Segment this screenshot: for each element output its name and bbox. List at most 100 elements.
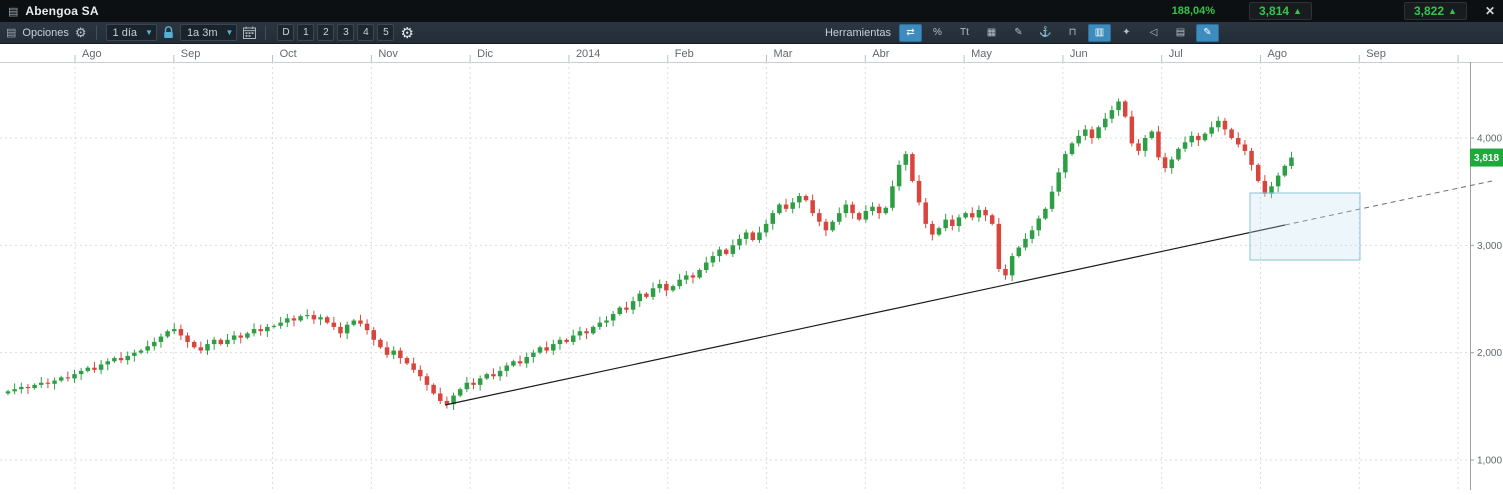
candle xyxy=(1083,129,1088,136)
candle xyxy=(225,339,230,345)
options-gear-icon[interactable]: ⚙ xyxy=(74,24,87,40)
candle xyxy=(557,339,563,345)
options-button[interactable]: Opciones xyxy=(22,26,69,39)
month-label: Dic xyxy=(477,48,493,60)
last-price-tag xyxy=(1470,148,1503,167)
candle xyxy=(644,293,649,297)
candle xyxy=(989,215,995,224)
layout-button-1[interactable]: 1 xyxy=(297,24,315,41)
month-label: Ago xyxy=(1267,48,1287,60)
candle xyxy=(950,219,955,227)
candle xyxy=(305,315,310,317)
candle xyxy=(943,219,948,229)
candle xyxy=(604,320,609,323)
candle xyxy=(65,377,71,379)
candle xyxy=(936,228,942,235)
candle xyxy=(670,286,676,291)
candle xyxy=(1076,135,1081,144)
candle xyxy=(1103,118,1108,128)
candle xyxy=(1182,142,1188,149)
candle xyxy=(856,213,862,220)
eraser-icon[interactable]: ◁ xyxy=(1149,27,1158,38)
month-label: Oct xyxy=(280,48,297,60)
price-panel: 188,04% 3,814 ▲ 3,822 ▲ ✕ xyxy=(1172,2,1495,20)
candle xyxy=(571,335,576,342)
candle xyxy=(544,347,549,351)
y-axis-tick-label: 3,000 xyxy=(1477,241,1502,252)
percent-icon[interactable]: % xyxy=(933,27,942,38)
candle xyxy=(457,389,463,396)
toggle-panel-icon[interactable]: ⇄ xyxy=(899,23,922,42)
candle xyxy=(730,245,736,254)
candle xyxy=(903,154,908,165)
panel-list-icon[interactable]: ▤ xyxy=(6,27,17,39)
candle xyxy=(910,154,915,181)
y-axis-tick-label: 4,000 xyxy=(1477,134,1502,145)
layout-button-3[interactable]: 3 xyxy=(337,24,355,41)
layout-button-4[interactable]: 4 xyxy=(357,24,375,41)
calendar-icon[interactable] xyxy=(243,26,257,39)
candle xyxy=(790,202,795,209)
candle xyxy=(1142,138,1148,151)
draw-tool-icon[interactable]: ✎ xyxy=(1014,27,1023,38)
layout-button-2[interactable]: 2 xyxy=(317,24,335,41)
month-label: Jun xyxy=(1070,48,1088,60)
candle xyxy=(178,329,184,336)
highlight-box[interactable] xyxy=(1249,192,1361,261)
candle xyxy=(484,374,490,379)
candle xyxy=(963,213,968,218)
wand-icon[interactable]: ✦ xyxy=(1122,27,1131,38)
trendline xyxy=(444,224,1286,406)
change-percent: 188,04% xyxy=(1171,5,1216,17)
grid-icon[interactable]: ▦ xyxy=(986,27,997,38)
candle xyxy=(185,335,190,342)
candle xyxy=(1089,129,1095,139)
anchor-icon[interactable]: ⚓ xyxy=(1039,27,1052,38)
close-icon[interactable]: ✕ xyxy=(1484,4,1495,18)
candle xyxy=(491,374,496,377)
candle xyxy=(1209,127,1214,134)
interval-dropdown[interactable]: 1 día ▼ xyxy=(105,24,157,41)
candle xyxy=(245,333,250,338)
month-label: Sep xyxy=(1366,48,1386,60)
candle xyxy=(896,164,902,187)
candle xyxy=(19,387,24,390)
annotate-icon[interactable]: ✎ xyxy=(1196,23,1219,42)
candle xyxy=(590,326,596,334)
chart-area: Ago Sep Oct Nov Dic 2014 Feb Mar Abr May Jun Jul Ago… xyxy=(0,44,1503,490)
month-label: Feb xyxy=(675,48,694,60)
candle xyxy=(870,206,875,211)
sell-price-button[interactable]: 3,814 ▲ xyxy=(1249,2,1312,20)
candle xyxy=(650,288,656,297)
candle xyxy=(690,275,696,278)
candle xyxy=(112,358,117,362)
month-label: Sep xyxy=(181,48,201,60)
chart-style-icon[interactable]: ▥ xyxy=(1088,23,1111,42)
window-icon[interactable]: ▤ xyxy=(8,5,19,18)
candle xyxy=(850,204,855,214)
lock-icon[interactable] xyxy=(163,26,174,39)
month-header-band xyxy=(0,44,1503,62)
magnet-icon[interactable]: ⊓ xyxy=(1068,27,1077,38)
candle xyxy=(1016,247,1022,257)
buy-price-button[interactable]: 3,822 ▲ xyxy=(1403,2,1467,20)
candle xyxy=(278,322,283,326)
candle xyxy=(624,307,629,310)
text-tool-icon[interactable]: Tt xyxy=(960,27,969,38)
candle xyxy=(704,262,709,271)
candle xyxy=(251,329,257,334)
candle xyxy=(837,213,842,222)
candle xyxy=(710,256,716,263)
layout-button-d[interactable]: D xyxy=(277,24,295,41)
candle xyxy=(98,364,104,370)
layout-button-5[interactable]: 5 xyxy=(377,24,395,41)
candle xyxy=(1156,131,1161,158)
print-icon[interactable]: ▤ xyxy=(1175,27,1186,38)
settings-gear-icon[interactable]: ⚙ xyxy=(400,24,414,42)
candle xyxy=(138,350,144,353)
candle xyxy=(45,382,51,384)
range-dropdown[interactable]: 1a 3m ▼ xyxy=(179,24,238,41)
price-chart[interactable]: Ago Sep Oct Nov Dic 2014 Feb Mar Abr May Jun Jul Ago… xyxy=(0,44,1503,490)
candle xyxy=(285,318,290,323)
candle xyxy=(338,326,343,334)
